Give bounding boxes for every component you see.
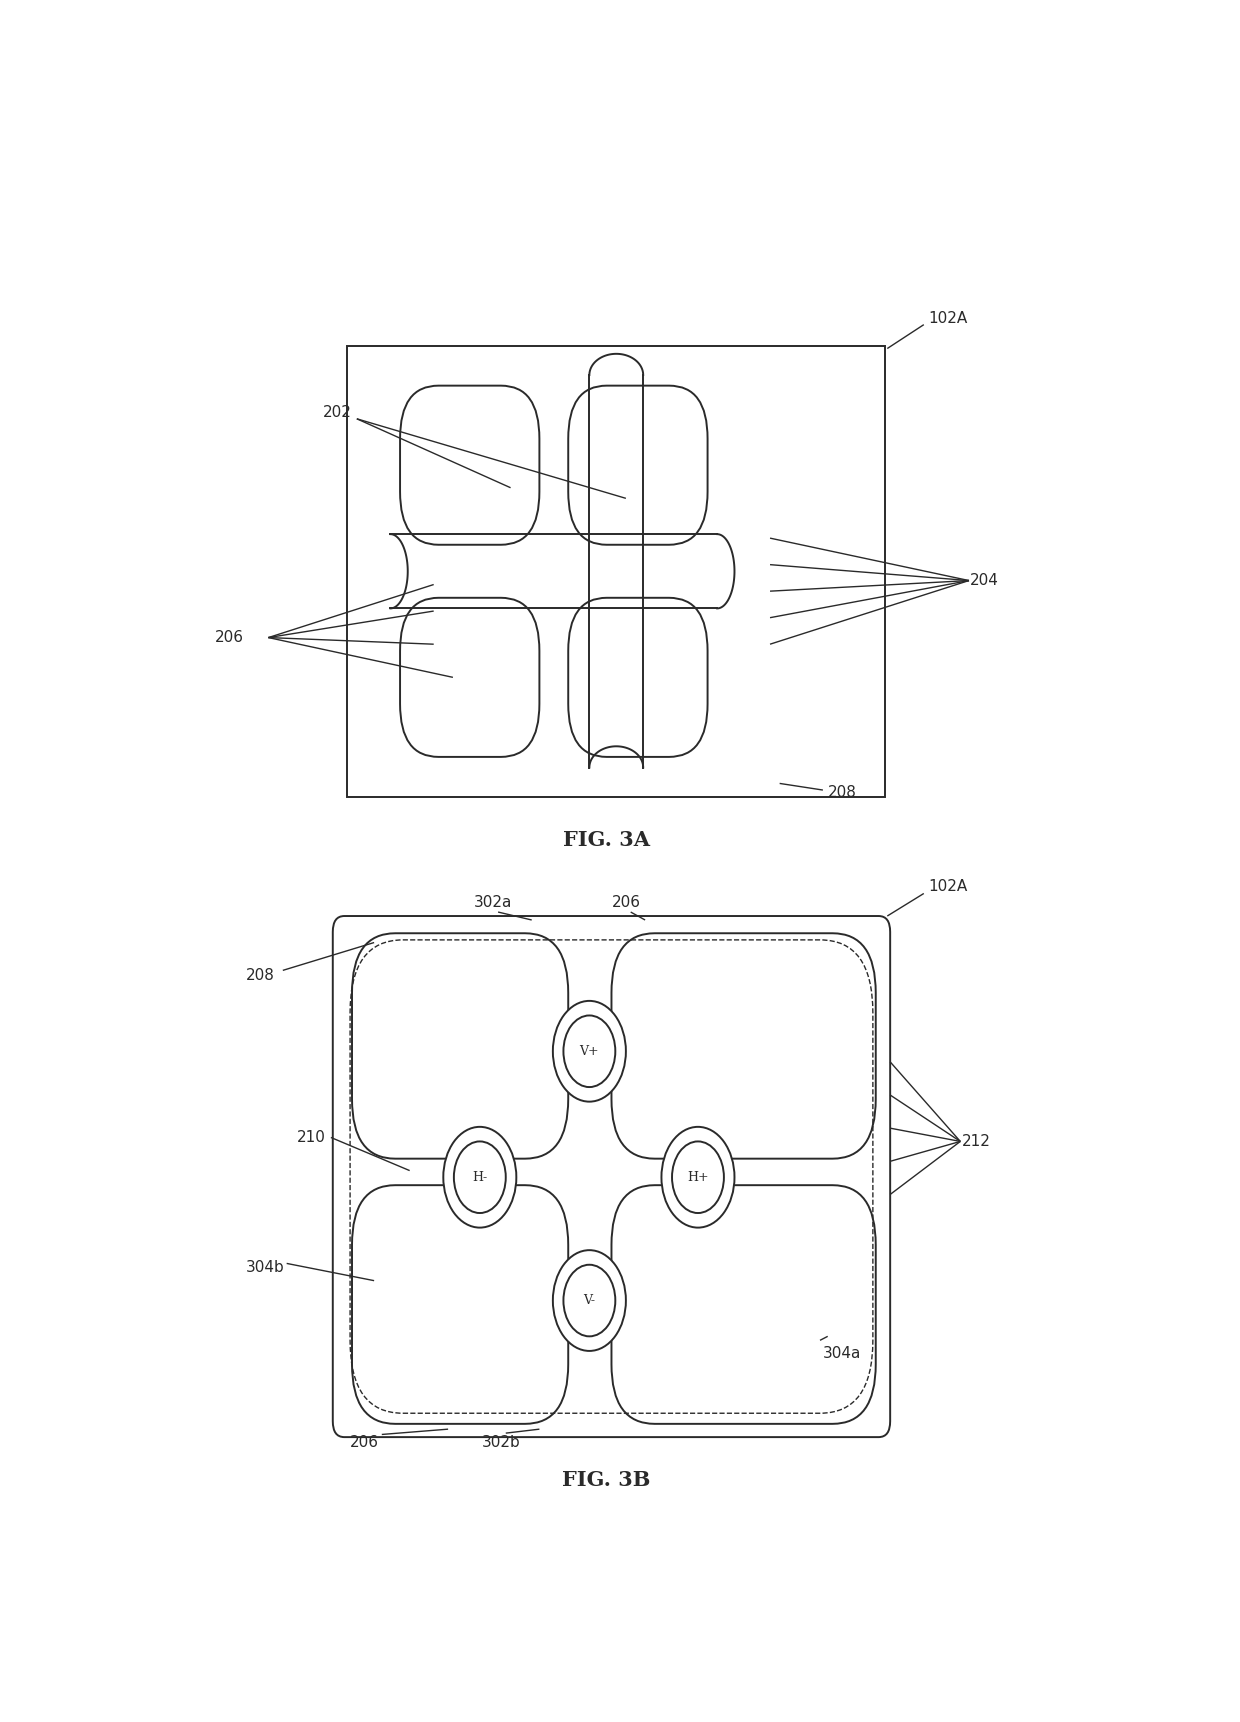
Text: 102A: 102A <box>929 310 968 325</box>
Circle shape <box>553 1250 626 1352</box>
Circle shape <box>563 1264 615 1336</box>
Text: FIG. 3B: FIG. 3B <box>563 1469 651 1490</box>
Text: 202: 202 <box>324 405 352 420</box>
Text: 302b: 302b <box>481 1434 521 1450</box>
Circle shape <box>553 1000 626 1102</box>
Circle shape <box>563 1016 615 1087</box>
Circle shape <box>444 1126 516 1228</box>
Text: 208: 208 <box>247 968 275 983</box>
Text: 204: 204 <box>970 573 998 587</box>
Text: 206: 206 <box>611 895 640 911</box>
Text: 212: 212 <box>962 1133 991 1149</box>
Text: H+: H+ <box>687 1171 709 1183</box>
Circle shape <box>672 1142 724 1212</box>
Bar <box>347 346 885 797</box>
Text: 102A: 102A <box>929 880 968 894</box>
Circle shape <box>661 1126 734 1228</box>
Text: 208: 208 <box>828 785 857 801</box>
Text: 304b: 304b <box>247 1261 285 1274</box>
Text: 210: 210 <box>298 1130 326 1145</box>
Text: V-: V- <box>583 1293 595 1307</box>
Text: 206: 206 <box>215 630 243 646</box>
Circle shape <box>454 1142 506 1212</box>
Text: 304a: 304a <box>823 1347 862 1360</box>
Text: 302a: 302a <box>474 895 512 911</box>
Text: 206: 206 <box>350 1434 379 1450</box>
Text: FIG. 3A: FIG. 3A <box>563 830 650 851</box>
Text: V+: V+ <box>579 1045 599 1057</box>
Text: H-: H- <box>472 1171 487 1183</box>
